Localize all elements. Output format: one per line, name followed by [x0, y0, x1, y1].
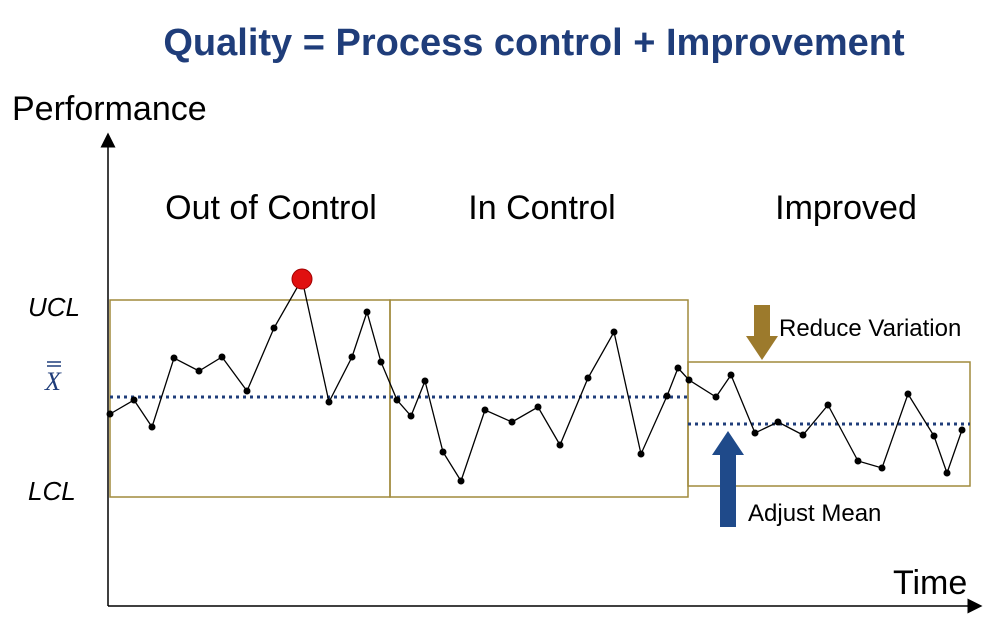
reduce-variation-arrow-icon	[746, 305, 778, 360]
data-point	[556, 441, 564, 449]
x-double-bar-label: X	[44, 361, 62, 396]
data-point	[637, 450, 645, 458]
data-point	[610, 328, 618, 336]
data-point	[348, 353, 356, 361]
mean-label: X	[44, 367, 62, 396]
data-point	[218, 353, 226, 361]
data-point	[481, 406, 489, 414]
ucl-label: UCL	[28, 292, 80, 322]
adjust-mean-label: Adjust Mean	[748, 500, 881, 527]
data-point	[106, 410, 114, 418]
phase-label-out-of-control: Out of Control	[165, 189, 377, 227]
lcl-label: LCL	[28, 476, 76, 506]
data-point	[363, 308, 371, 316]
data-point	[712, 393, 720, 401]
phase-label-improved: Improved	[775, 189, 917, 227]
data-point	[904, 390, 912, 398]
data-point	[958, 426, 966, 434]
data-point	[685, 376, 693, 384]
data-point	[674, 364, 682, 372]
y-axis-label: Performance	[12, 90, 207, 128]
data-point	[130, 396, 138, 404]
phase-label-in-control: In Control	[468, 189, 615, 227]
x-axis-label: Time	[893, 564, 967, 602]
page-title: Quality = Process control + Improvement	[163, 22, 905, 64]
out-of-control-point	[291, 268, 313, 290]
data-point	[584, 374, 592, 382]
data-point	[930, 432, 938, 440]
data-point	[393, 396, 401, 404]
data-point	[170, 354, 178, 362]
data-point	[534, 403, 542, 411]
data-point	[439, 448, 447, 456]
data-point	[774, 418, 782, 426]
data-point	[943, 469, 951, 477]
data-point	[243, 387, 251, 395]
data-point	[508, 418, 516, 426]
data-point	[407, 412, 415, 420]
data-point	[824, 401, 832, 409]
data-point	[325, 398, 333, 406]
process-points	[106, 308, 966, 485]
data-point	[377, 358, 385, 366]
reduce-variation-label: Reduce Variation	[779, 315, 961, 342]
data-point	[799, 431, 807, 439]
data-point	[270, 324, 278, 332]
data-point	[195, 367, 203, 375]
adjust-mean-arrow-icon	[712, 431, 744, 527]
data-point	[457, 477, 465, 485]
data-point	[854, 457, 862, 465]
data-point	[421, 377, 429, 385]
data-point	[727, 371, 735, 379]
data-point	[878, 464, 886, 472]
data-point	[148, 423, 156, 431]
process-series-line	[109, 277, 963, 483]
data-point	[751, 429, 759, 437]
data-point	[663, 392, 671, 400]
